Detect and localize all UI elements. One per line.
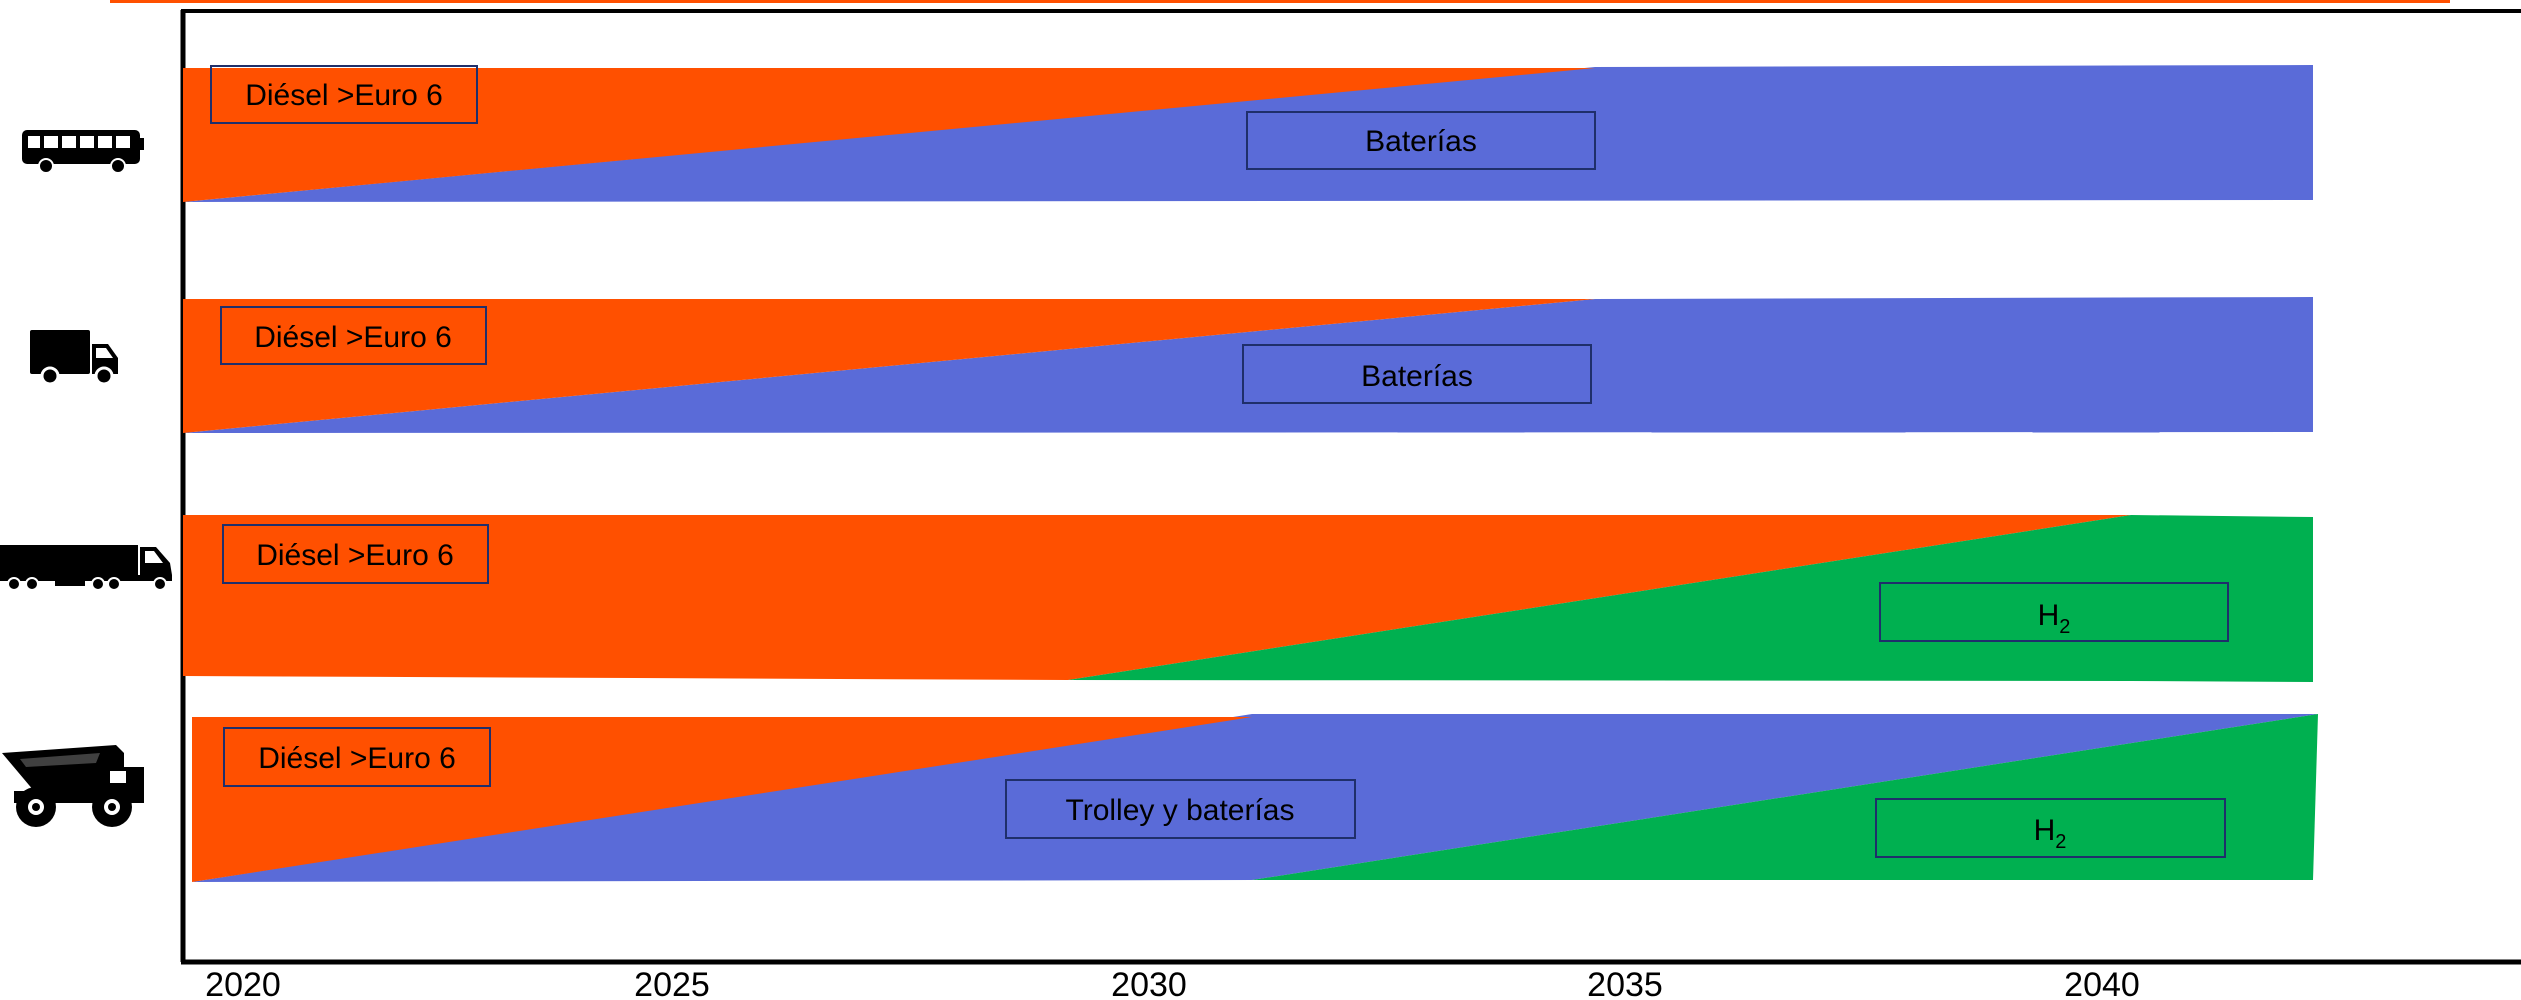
mining-trolley-label-text: Trolley y baterías — [1066, 794, 1295, 827]
row-bus: Diésel >Euro 6 Baterías — [22, 65, 2313, 202]
truck-diesel-label: Diésel >Euro 6 — [220, 306, 487, 365]
x-axis-ticks: 2020 2025 2030 2035 2040 — [205, 966, 2140, 1000]
mining-diesel-label: Diésel >Euro 6 — [223, 727, 491, 787]
x-tick-2025: 2025 — [634, 966, 710, 1000]
row-mining-truck: Diésel >Euro 6 Trolley y baterías H2 — [2, 714, 2318, 882]
mining-diesel-label-text: Diésel >Euro 6 — [258, 742, 456, 775]
mining-hydrogen-label: H2 — [1875, 798, 2226, 858]
truck-batteries-label-text: Baterías — [1361, 360, 1473, 393]
mining-hydrogen-area — [1252, 714, 2318, 880]
x-tick-2035: 2035 — [1587, 966, 1663, 1000]
bus-diesel-area — [183, 68, 1595, 202]
bus-icon — [22, 130, 144, 174]
semi-diesel-label: Diésel >Euro 6 — [222, 524, 489, 584]
truck-batteries-label: Baterías — [1242, 344, 1592, 404]
semi-diesel-label-text: Diésel >Euro 6 — [256, 539, 454, 572]
semi-trailer-truck-icon — [0, 545, 172, 591]
top-accent-rule — [110, 0, 2450, 3]
mining-trolley-label: Trolley y baterías — [1005, 779, 1356, 839]
bus-batteries-label: Baterías — [1246, 111, 1596, 170]
semi-diesel-area — [183, 515, 2131, 680]
mining-batteries-area — [192, 714, 2318, 882]
bus-diesel-label-text: Diésel >Euro 6 — [245, 79, 443, 112]
x-tick-2040: 2040 — [2064, 966, 2140, 1000]
row-semi-trailer: Diésel >Euro 6 H2 — [0, 515, 2313, 682]
row-delivery-truck: Diésel >Euro 6 Baterías — [30, 297, 2313, 433]
mining-diesel-area — [192, 717, 1252, 882]
x-tick-2030: 2030 — [1111, 966, 1187, 1000]
truck-diesel-label-text: Diésel >Euro 6 — [254, 321, 452, 354]
bus-diesel-label: Diésel >Euro 6 — [210, 65, 478, 124]
mining-dump-truck-icon — [2, 745, 144, 827]
x-tick-2020: 2020 — [205, 966, 281, 1000]
delivery-truck-icon — [30, 330, 118, 386]
truck-diesel-area — [183, 299, 1595, 433]
bus-batteries-label-text: Baterías — [1365, 125, 1477, 158]
truck-batteries-area — [183, 297, 2313, 433]
semi-hydrogen-label: H2 — [1879, 582, 2229, 642]
mining-hydrogen-label-text: H2 — [2034, 814, 2067, 853]
semi-hydrogen-label-text: H2 — [2038, 599, 2071, 638]
